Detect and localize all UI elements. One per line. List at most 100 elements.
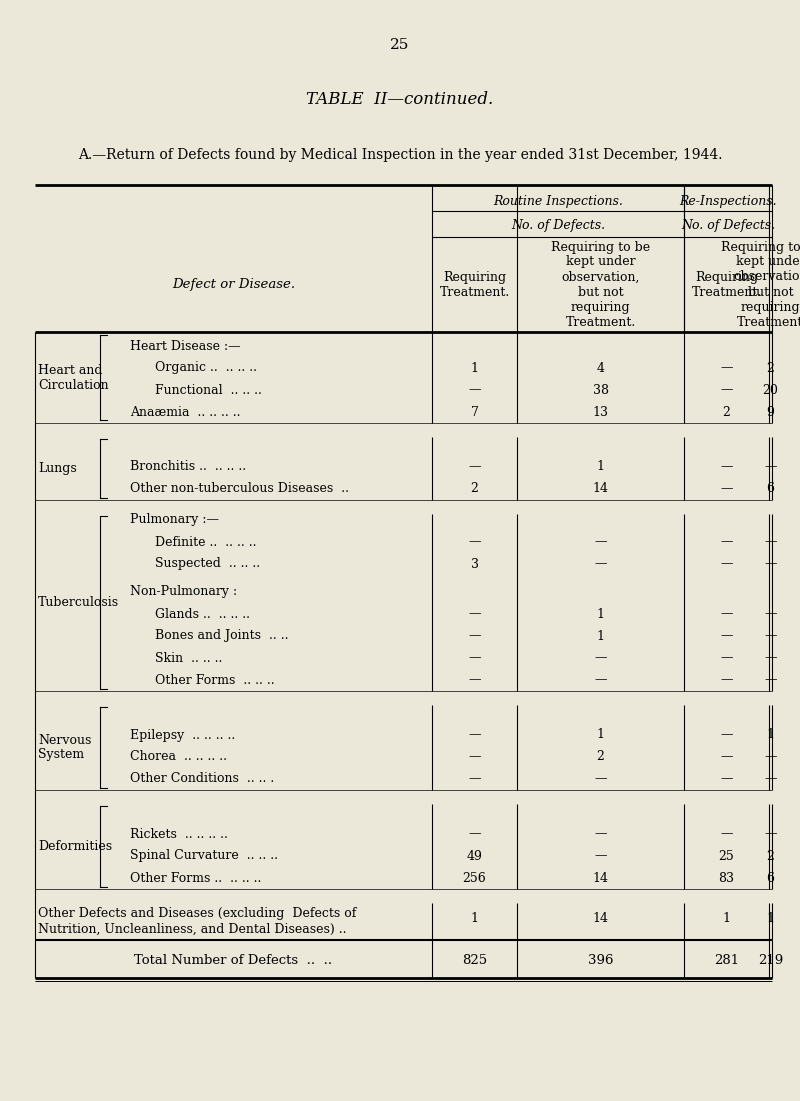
Text: —: — [594,652,606,665]
Text: 83: 83 [718,872,734,884]
Text: Requiring
Treatment.: Requiring Treatment. [439,271,510,298]
Text: Anaæmia  .. .. .. ..: Anaæmia .. .. .. .. [130,405,241,418]
Text: —: — [764,557,777,570]
Text: —: — [764,828,777,840]
Text: 219: 219 [758,953,783,967]
Text: —: — [594,773,606,785]
Text: 1: 1 [597,608,605,621]
Text: Routine Inspections.: Routine Inspections. [493,195,623,207]
Text: Requiring to be
kept under
observation,
but not
requiring
Treatment.: Requiring to be kept under observation, … [551,240,650,328]
Text: 3: 3 [470,557,478,570]
Text: —: — [468,828,481,840]
Text: No. of Defects.: No. of Defects. [511,218,605,231]
Text: Other Forms ..  .. .. ..: Other Forms .. .. .. .. [130,872,262,884]
Text: —: — [720,535,733,548]
Text: 2: 2 [470,482,478,495]
Text: 1: 1 [597,460,605,473]
Text: Chorea  .. .. .. ..: Chorea .. .. .. .. [130,751,227,763]
Text: 2: 2 [597,751,605,763]
Text: —: — [594,557,606,570]
Text: 25: 25 [718,850,734,862]
Text: —: — [468,674,481,687]
Text: 6: 6 [766,872,774,884]
Text: 256: 256 [462,872,486,884]
Text: 2: 2 [766,361,774,374]
Text: Pulmonary :—: Pulmonary :— [130,513,219,526]
Text: Organic ..  .. .. ..: Organic .. .. .. .. [155,361,257,374]
Text: —: — [720,608,733,621]
Text: Deformities: Deformities [38,840,112,853]
Text: —: — [764,608,777,621]
Text: —: — [468,729,481,741]
Text: —: — [720,630,733,643]
Text: 2: 2 [722,405,730,418]
Text: Non-Pulmonary :: Non-Pulmonary : [130,586,237,599]
Text: —: — [720,652,733,665]
Text: 396: 396 [588,953,614,967]
Text: Other Conditions  .. .. .: Other Conditions .. .. . [130,773,274,785]
Text: —: — [468,751,481,763]
Text: —: — [764,674,777,687]
Text: Lungs: Lungs [38,462,77,475]
Text: 2: 2 [766,850,774,862]
Text: 25: 25 [390,39,410,52]
Text: Definite ..  .. .. ..: Definite .. .. .. .. [155,535,257,548]
Text: 6: 6 [766,482,774,495]
Text: Tuberculosis: Tuberculosis [38,596,119,609]
Text: 20: 20 [762,383,778,396]
Text: Spinal Curvature  .. .. ..: Spinal Curvature .. .. .. [130,850,278,862]
Text: —: — [720,482,733,495]
Text: Re-Inspections.: Re-Inspections. [679,195,777,207]
Text: —: — [468,460,481,473]
Text: 1: 1 [470,361,478,374]
Text: 1: 1 [766,729,774,741]
Text: Skin  .. .. ..: Skin .. .. .. [155,652,222,665]
Text: A.—Return of Defects found by Medical Inspection in the year ended 31st December: A.—Return of Defects found by Medical In… [78,148,722,162]
Text: 7: 7 [470,405,478,418]
Text: 14: 14 [593,482,609,495]
Text: —: — [594,850,606,862]
Text: —: — [720,828,733,840]
Text: 14: 14 [593,912,609,925]
Text: Glands ..  .. .. ..: Glands .. .. .. .. [155,608,250,621]
Text: 9: 9 [766,405,774,418]
Text: —: — [720,729,733,741]
Text: 1: 1 [597,630,605,643]
Text: —: — [764,535,777,548]
Text: —: — [764,460,777,473]
Text: —: — [468,608,481,621]
Text: —: — [764,751,777,763]
Text: —: — [764,773,777,785]
Text: 14: 14 [593,872,609,884]
Text: Functional  .. .. ..: Functional .. .. .. [155,383,262,396]
Text: —: — [720,460,733,473]
Text: Bronchitis ..  .. .. ..: Bronchitis .. .. .. .. [130,460,246,473]
Text: —: — [720,751,733,763]
Text: —: — [468,535,481,548]
Text: Rickets  .. .. .. ..: Rickets .. .. .. .. [130,828,228,840]
Text: Other Forms  .. .. ..: Other Forms .. .. .. [155,674,274,687]
Text: 49: 49 [466,850,482,862]
Text: —: — [594,674,606,687]
Text: —: — [720,773,733,785]
Text: Total Number of Defects  ..  ..: Total Number of Defects .. .. [134,953,333,967]
Text: —: — [764,652,777,665]
Text: —: — [468,652,481,665]
Text: —: — [468,630,481,643]
Text: Nutrition, Uncleanliness, and Dental Diseases) ..: Nutrition, Uncleanliness, and Dental Dis… [38,923,346,936]
Text: Other Defects and Diseases (excluding  Defects of: Other Defects and Diseases (excluding De… [38,907,356,920]
Text: 1: 1 [470,912,478,925]
Text: Heart and: Heart and [38,364,102,377]
Text: 38: 38 [593,383,609,396]
Text: —: — [594,828,606,840]
Text: Epilepsy  .. .. .. ..: Epilepsy .. .. .. .. [130,729,235,741]
Text: 281: 281 [714,953,739,967]
Text: Other non-tuberculous Diseases  ..: Other non-tuberculous Diseases .. [130,482,349,495]
Text: —: — [468,773,481,785]
Text: TABLE  II—​continued.: TABLE II—​continued. [306,91,494,109]
Text: 13: 13 [593,405,609,418]
Text: 1: 1 [766,912,774,925]
Text: —: — [764,630,777,643]
Text: —: — [720,674,733,687]
Text: 825: 825 [462,953,487,967]
